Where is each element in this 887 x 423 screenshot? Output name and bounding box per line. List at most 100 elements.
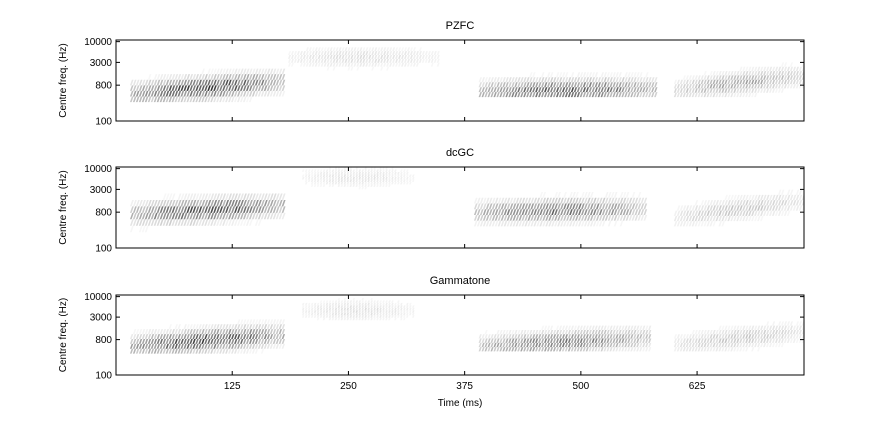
striation	[409, 179, 412, 182]
striation	[382, 310, 385, 313]
striation	[337, 310, 341, 313]
striation	[715, 92, 719, 98]
striation	[364, 176, 367, 180]
striation	[694, 92, 698, 98]
striation	[560, 209, 564, 215]
striation	[780, 88, 785, 93]
striation	[269, 79, 274, 86]
striation	[281, 343, 286, 349]
striation	[581, 220, 585, 227]
striation	[535, 334, 539, 339]
striation	[346, 172, 350, 175]
striation	[505, 338, 509, 343]
striation	[376, 179, 379, 182]
striation	[688, 210, 693, 216]
striation	[216, 343, 220, 349]
striation	[343, 179, 347, 182]
striation	[591, 347, 595, 352]
striation	[240, 343, 244, 349]
striation	[331, 305, 335, 308]
striation	[370, 312, 373, 316]
striation	[706, 84, 710, 89]
striation	[192, 85, 197, 91]
striation	[524, 220, 529, 227]
striation	[311, 62, 315, 67]
striation	[628, 197, 633, 204]
striation	[542, 209, 547, 215]
striation	[201, 199, 206, 207]
striation	[685, 205, 690, 211]
striation	[213, 329, 217, 335]
striation	[532, 77, 536, 83]
striation	[186, 206, 191, 213]
striation	[572, 197, 576, 204]
striation	[557, 209, 561, 215]
striation	[795, 66, 799, 72]
striation	[174, 348, 178, 354]
striation	[597, 87, 601, 93]
striation	[269, 319, 274, 325]
striation	[183, 329, 187, 335]
striation	[751, 79, 755, 85]
striation	[159, 212, 164, 220]
striation	[401, 47, 405, 52]
striation	[301, 176, 305, 180]
striation	[578, 197, 582, 204]
striation	[156, 206, 161, 213]
striation	[355, 302, 359, 306]
striation	[272, 343, 277, 349]
striation	[715, 84, 719, 89]
striation	[367, 184, 370, 187]
striation	[777, 79, 782, 85]
striation	[183, 96, 188, 103]
striation	[697, 75, 701, 80]
striation	[141, 90, 146, 97]
striation	[352, 310, 356, 313]
striation	[159, 199, 164, 207]
striation	[594, 82, 598, 88]
striation	[320, 51, 324, 56]
striation	[296, 58, 300, 63]
striation	[195, 324, 199, 330]
striation	[751, 334, 755, 339]
striation	[409, 174, 412, 177]
striation	[254, 68, 259, 75]
striation	[135, 90, 140, 97]
striation	[557, 203, 561, 210]
striation	[721, 92, 725, 98]
striation	[754, 329, 758, 335]
striation	[789, 194, 794, 201]
striation	[237, 343, 241, 349]
striation	[138, 219, 143, 226]
striation	[473, 220, 478, 227]
striation	[579, 82, 584, 88]
striation	[523, 77, 527, 83]
striation	[691, 205, 696, 211]
striation	[697, 84, 701, 89]
striation	[150, 199, 155, 207]
striation	[412, 307, 415, 311]
striation	[484, 342, 488, 348]
striation	[222, 199, 227, 207]
striation	[376, 312, 379, 316]
striation	[609, 325, 613, 330]
striation	[594, 338, 598, 343]
striation	[180, 212, 185, 220]
striation	[541, 87, 545, 93]
striation	[380, 66, 384, 71]
striation	[147, 96, 152, 103]
striation	[548, 203, 552, 210]
striation	[266, 79, 271, 86]
striation	[346, 302, 350, 306]
striation	[570, 72, 575, 78]
striation	[751, 205, 755, 211]
striation	[615, 82, 619, 88]
striation	[308, 55, 312, 59]
striation	[499, 92, 503, 98]
striation	[622, 209, 627, 215]
striation	[613, 197, 618, 204]
striation	[625, 209, 630, 215]
striation	[382, 312, 385, 316]
striation	[412, 174, 415, 177]
striation	[612, 338, 616, 343]
